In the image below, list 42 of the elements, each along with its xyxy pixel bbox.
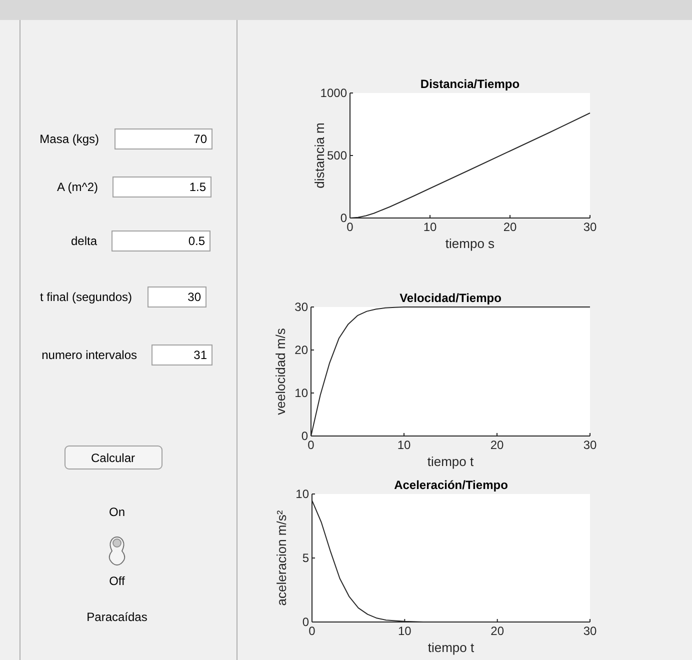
text: numero intervalos	[42, 348, 137, 362]
text: delta	[70, 234, 98, 248]
x-axis-title: tiempo t	[427, 454, 474, 469]
x-tick-label: 20	[503, 220, 517, 234]
text: 70	[194, 132, 208, 146]
x-tick-label: 20	[490, 438, 504, 452]
y-axis-title: veelocidad m/s	[273, 328, 288, 415]
x-tick-label: 10	[398, 624, 412, 638]
y-tick-label: 500	[326, 148, 348, 162]
chart-title: Velocidad/Tiempo	[400, 291, 502, 305]
y-tick-label: 10	[294, 386, 308, 400]
x-tick-label: 30	[583, 220, 597, 234]
text: 1.5	[189, 180, 206, 194]
text: 30	[188, 290, 202, 304]
x-tick-label: 20	[490, 624, 504, 638]
y-tick-label: 0	[340, 211, 348, 225]
text: On	[108, 505, 126, 519]
y-tick-label: 0	[302, 615, 310, 629]
y-tick-label: 10	[296, 487, 310, 501]
x-tick-label: 10	[423, 220, 437, 234]
text: Paracaídas	[86, 610, 148, 624]
x-tick-label: 30	[583, 438, 597, 452]
y-tick-label: 1000	[320, 86, 348, 100]
y-tick-label: 0	[301, 429, 308, 443]
y-tick-label: 20	[294, 343, 308, 357]
x-axis-title: tiempo s	[445, 236, 496, 251]
x-tick-label: 30	[583, 624, 597, 638]
chart-title: Aceleración/Tiempo	[394, 478, 508, 492]
y-axis-title: aceleracion m/s²	[274, 510, 289, 606]
x-axis-title: tiempo t	[428, 640, 475, 655]
text: 0.5	[188, 234, 206, 248]
y-axis-title: distancia m	[312, 122, 327, 188]
x-tick-label: 10	[397, 438, 411, 452]
y-tick-label: 30	[294, 300, 308, 314]
text: Masa (kgs)	[40, 132, 100, 146]
text: Off	[109, 574, 126, 588]
text: t final (segundos)	[40, 290, 132, 304]
text: Calcular	[90, 451, 136, 465]
chart-title: Distancia/Tiempo	[420, 77, 520, 91]
y-tick-label: 5	[302, 551, 310, 565]
text: A (m^2)	[57, 180, 98, 194]
text: 31	[194, 348, 208, 362]
